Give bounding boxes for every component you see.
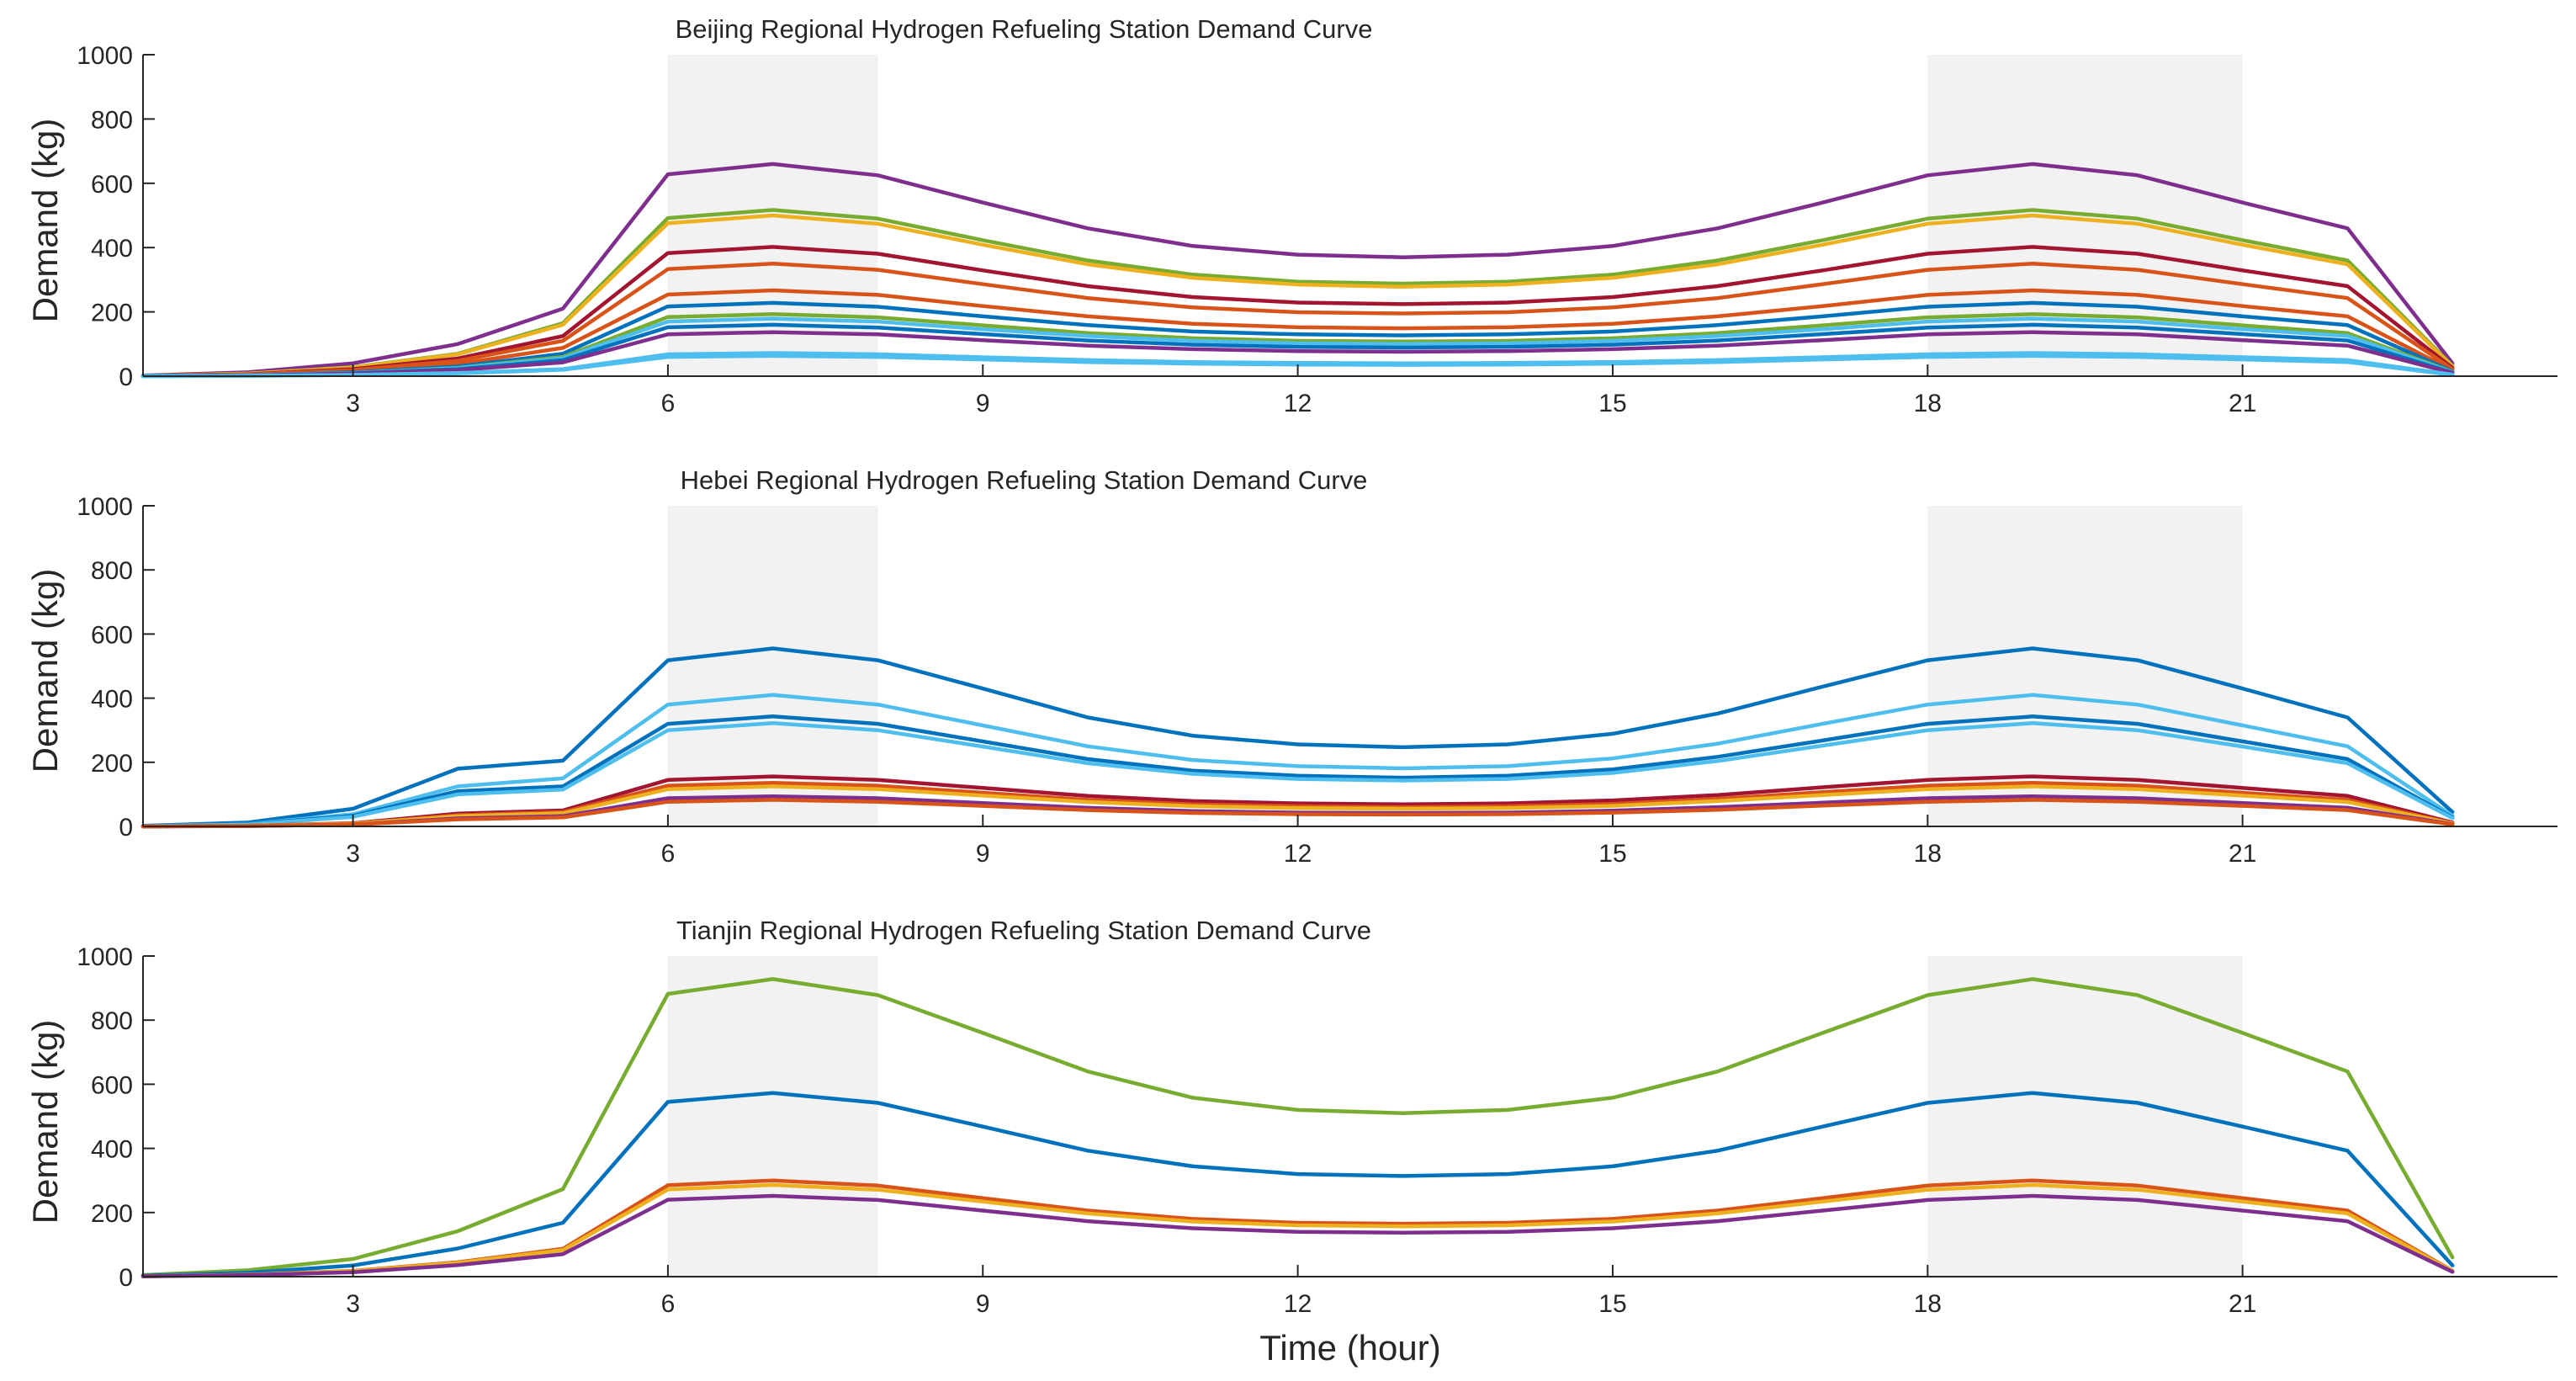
- series-line-4: [140, 1182, 2455, 1278]
- x-tick-label: 3: [346, 840, 360, 868]
- x-tick-label: 15: [1598, 1290, 1626, 1318]
- x-axis-label: Time (hour): [1259, 1328, 1440, 1368]
- axes: 0 200 400 600 800 1000 3 6 9 12 15 18 21: [77, 943, 2557, 1318]
- series-line-7: [140, 784, 2455, 829]
- y-tick-label: 200: [91, 300, 133, 327]
- y-tick-label: 800: [91, 106, 133, 134]
- chart-title: Hebei Regional Hydrogen Refueling Statio…: [681, 465, 1368, 495]
- x-tick-label: 21: [2229, 840, 2256, 868]
- x-tick-label: 18: [1914, 840, 1942, 868]
- x-tick-label: 6: [661, 390, 676, 417]
- y-axis-label: Demand (kg): [25, 1020, 65, 1224]
- y-tick-label: 400: [91, 686, 133, 714]
- peak-band-1: [667, 506, 878, 826]
- y-tick-label: 600: [91, 621, 133, 649]
- series-line-5: [140, 1193, 2455, 1278]
- series-line-1: [140, 977, 2455, 1277]
- x-tick-label: 6: [661, 840, 676, 868]
- x-tick-label: 15: [1598, 390, 1626, 417]
- series-line-1: [140, 162, 2455, 378]
- y-tick-label: 600: [91, 171, 133, 199]
- series-lines: [140, 646, 2455, 829]
- y-tick-label: 800: [91, 1007, 133, 1035]
- peak-band-1: [667, 956, 878, 1277]
- x-tick-label: 9: [976, 1290, 990, 1318]
- chart-panel-tianjin: 0 200 400 600 800 1000 3 6 9 12 15 18 21 Tianjin Reg…: [25, 916, 2557, 1318]
- peak-band-2: [1927, 506, 2243, 826]
- y-tick-label: 400: [91, 235, 133, 263]
- series-line-4: [140, 245, 2455, 378]
- series-lines: [140, 162, 2455, 379]
- chart-title: Tianjin Regional Hydrogen Refueling Stat…: [676, 916, 1371, 945]
- series-line-4: [140, 721, 2455, 828]
- x-tick-label: 9: [976, 840, 990, 868]
- x-tick-label: 12: [1284, 390, 1312, 417]
- chart-panel-beijing: 0 200 400 600 800 1000 3 6 9 12 15 18 21 Beijing Reg…: [25, 14, 2557, 417]
- y-axis-label: Demand (kg): [25, 119, 65, 323]
- y-tick-label: 800: [91, 557, 133, 585]
- series-line-2: [140, 1091, 2455, 1278]
- y-tick-label: 200: [91, 1200, 133, 1228]
- series-line-6: [140, 288, 2455, 378]
- x-tick-label: 12: [1284, 1290, 1312, 1318]
- series-line-1: [140, 646, 2455, 828]
- x-tick-label: 3: [346, 390, 360, 417]
- y-tick-label: 1000: [77, 943, 133, 971]
- x-tick-label: 18: [1914, 1290, 1942, 1318]
- x-tick-label: 15: [1598, 840, 1626, 868]
- y-tick-label: 0: [119, 1264, 133, 1292]
- series-line-9: [140, 798, 2455, 829]
- x-tick-label: 9: [976, 390, 990, 417]
- y-axis-label: Demand (kg): [25, 569, 65, 773]
- peak-bands: [667, 956, 2243, 1277]
- x-tick-label: 18: [1914, 390, 1942, 417]
- series-line-7: [140, 300, 2455, 378]
- y-tick-label: 0: [119, 814, 133, 842]
- y-tick-label: 0: [119, 364, 133, 391]
- y-tick-label: 200: [91, 750, 133, 778]
- y-tick-label: 1000: [77, 42, 133, 70]
- series-line-2: [140, 693, 2455, 828]
- y-tick-label: 600: [91, 1071, 133, 1099]
- series-lines: [140, 977, 2455, 1278]
- series-line-3: [140, 714, 2455, 828]
- peak-bands: [667, 506, 2243, 826]
- chart-title: Beijing Regional Hydrogen Refueling Stat…: [676, 14, 1373, 44]
- series-line-11: [140, 330, 2455, 378]
- x-tick-label: 3: [346, 1290, 360, 1318]
- chart-panel-hebei: 0 200 400 600 800 1000 3 6 9 12 15 18 21 Hebei Regio…: [25, 465, 2557, 868]
- x-tick-label: 6: [661, 1290, 676, 1318]
- x-tick-label: 21: [2229, 390, 2256, 417]
- x-tick-label: 12: [1284, 840, 1312, 868]
- x-tick-label: 21: [2229, 1290, 2256, 1318]
- y-tick-label: 400: [91, 1136, 133, 1164]
- series-line-3: [140, 213, 2455, 378]
- axes: 0 200 400 600 800 1000 3 6 9 12 15 18 21: [77, 42, 2557, 417]
- axes: 0 200 400 600 800 1000 3 6 9 12 15 18 21: [77, 493, 2557, 868]
- series-line-5: [140, 262, 2455, 378]
- y-tick-label: 1000: [77, 493, 133, 521]
